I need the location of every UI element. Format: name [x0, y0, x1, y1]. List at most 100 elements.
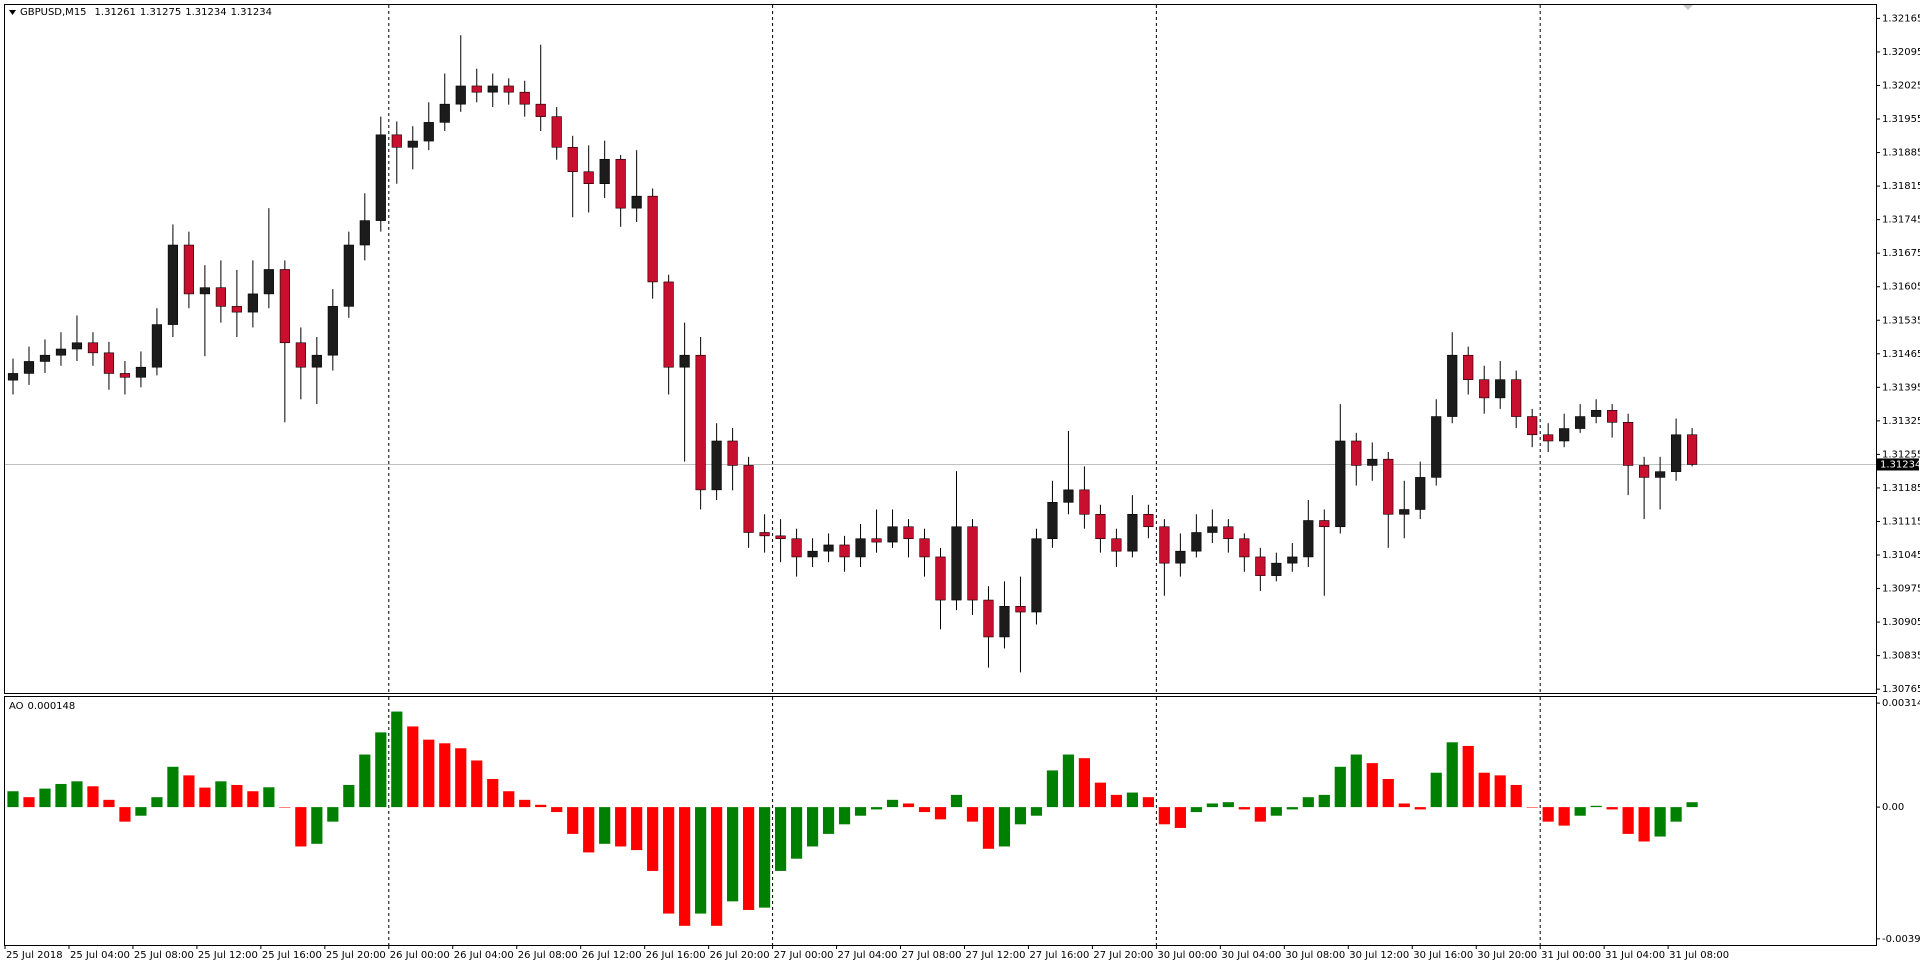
y-tick-label: 1.31185	[1882, 483, 1920, 494]
ao-bar	[615, 807, 627, 847]
ao-bar	[727, 807, 739, 902]
x-tick-label: 27 Jul 08:00	[902, 950, 962, 961]
candle-body	[1575, 416, 1586, 429]
candle-body	[759, 532, 770, 537]
x-tick-label: 27 Jul 20:00	[1093, 950, 1153, 961]
ao-bar	[23, 797, 35, 808]
y-tick-label: 1.31115	[1882, 516, 1920, 527]
candle-body	[855, 538, 866, 558]
ao-bar	[535, 804, 547, 808]
candle-body	[407, 140, 418, 148]
candle-body	[583, 171, 594, 185]
x-tick-label: 31 Jul 08:00	[1669, 950, 1729, 961]
ao-bar	[790, 807, 803, 859]
candle-body	[1079, 489, 1090, 515]
y-tick-label: -0.003984	[1882, 934, 1920, 945]
candle-body	[903, 526, 914, 540]
candle-body	[55, 348, 67, 356]
candle-body	[1303, 520, 1314, 558]
x-tick-label: 27 Jul 04:00	[838, 950, 898, 961]
ao-bar	[343, 784, 355, 808]
x-tick-label: 31 Jul 04:00	[1605, 950, 1665, 961]
candle-body	[135, 366, 147, 378]
candle-body	[1511, 379, 1522, 417]
candle-body	[1127, 513, 1138, 552]
ao-bar	[471, 760, 483, 808]
ao-bar	[1286, 807, 1298, 810]
ao-bar	[679, 807, 691, 926]
ao-bar	[1574, 807, 1586, 816]
y-tick-label: 1.31815	[1882, 181, 1920, 192]
ao-bar	[439, 743, 451, 808]
x-tick-label: 26 Jul 04:00	[454, 950, 514, 961]
ao-bar	[1302, 797, 1314, 808]
candle-body	[471, 85, 482, 93]
ao-bar	[583, 807, 595, 853]
y-tick-label: 1.31045	[1882, 550, 1920, 561]
candle-body	[1239, 538, 1250, 558]
candle-body	[1063, 489, 1074, 503]
x-tick-label: 26 Jul 20:00	[710, 950, 770, 961]
ao-bar	[487, 779, 499, 808]
candle-body	[199, 287, 210, 295]
ao-bar	[215, 781, 227, 808]
header-menu-arrow[interactable]	[9, 10, 16, 15]
candle-body	[871, 538, 882, 543]
ohlc-close: 1.31234	[231, 7, 272, 18]
x-tick-label: 27 Jul 00:00	[774, 950, 834, 961]
ao-bar	[1062, 754, 1075, 808]
candle-body	[1671, 434, 1682, 472]
candle-body	[1207, 526, 1218, 533]
candle-body	[7, 373, 19, 381]
ao-bar	[119, 807, 131, 822]
candle-body	[711, 440, 722, 491]
ao-bar	[455, 748, 467, 808]
x-tick-label: 30 Jul 20:00	[1477, 950, 1537, 961]
ao-bar	[822, 807, 835, 834]
ao-bar	[167, 766, 179, 808]
candle-body	[1351, 440, 1362, 466]
ao-bar	[902, 803, 915, 808]
candle-body	[391, 134, 402, 148]
ao-bar	[1558, 807, 1570, 826]
candle-body	[215, 287, 226, 307]
ao-panel-frame	[4, 696, 1877, 946]
ao-bar	[918, 807, 931, 813]
ao-bar	[1638, 807, 1650, 842]
candle-body	[183, 244, 194, 295]
y-tick-label: 1.31885	[1882, 148, 1920, 159]
candle-body	[791, 538, 802, 558]
ao-bar	[1494, 775, 1506, 808]
candle-body	[487, 85, 498, 93]
candle-body	[103, 352, 115, 374]
y-tick-label: 1.31675	[1882, 248, 1920, 259]
ao-bar	[231, 784, 243, 808]
x-tick-label: 26 Jul 12:00	[582, 950, 642, 961]
ao-bar	[1094, 782, 1107, 808]
ao-bar	[1318, 794, 1330, 808]
ao-bar	[934, 807, 947, 820]
ao-bar	[503, 791, 515, 808]
ao-bar	[7, 791, 19, 808]
candle-body	[23, 361, 35, 374]
candle-body	[1399, 509, 1410, 515]
candle-body	[263, 269, 274, 295]
ao-bar	[1350, 754, 1362, 808]
candle-body	[167, 244, 179, 325]
shift-marker[interactable]	[1683, 5, 1693, 10]
candle-body	[1015, 605, 1026, 613]
y-tick-label: 0.00	[1882, 802, 1904, 813]
candle-body	[1623, 422, 1634, 466]
indicator-label: AO 0.000148	[9, 701, 75, 712]
candle-body	[247, 293, 258, 313]
candle-body	[1415, 477, 1426, 510]
x-tick-label: 27 Jul 16:00	[1029, 950, 1089, 961]
candle-body	[503, 85, 514, 93]
ao-bar	[1366, 763, 1378, 808]
candle-body	[1639, 465, 1650, 478]
y-tick-label: 1.30975	[1882, 584, 1920, 595]
y-tick-label: 1.31955	[1882, 114, 1920, 125]
ao-bar	[1542, 807, 1554, 822]
